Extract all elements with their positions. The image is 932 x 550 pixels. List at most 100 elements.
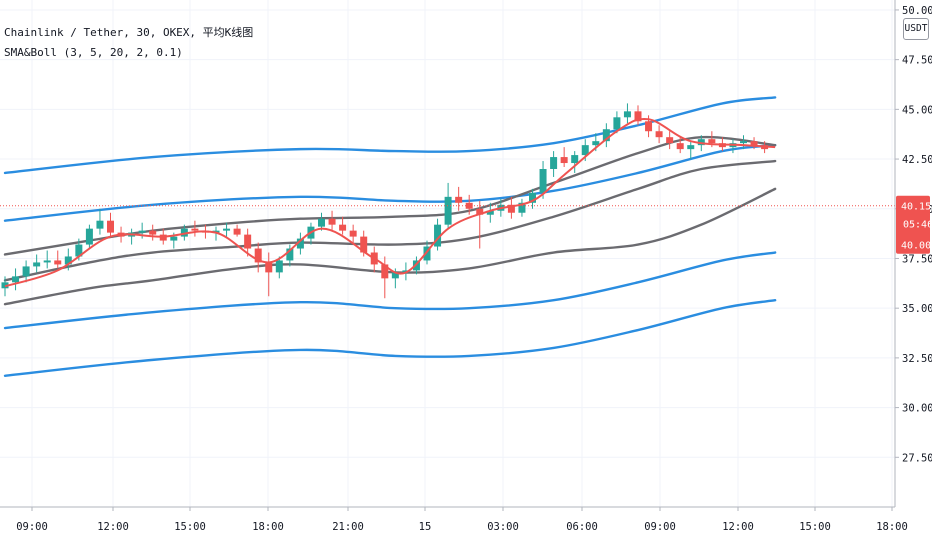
time-tick-label: 15:00 <box>174 521 206 533</box>
price-tick-label: 27.500 <box>902 452 932 464</box>
candle[interactable] <box>54 250 62 269</box>
candle[interactable] <box>96 208 104 235</box>
candle-body <box>33 262 41 267</box>
candle-body <box>223 228 231 231</box>
candle-body <box>381 264 389 279</box>
candle-body <box>507 204 515 213</box>
candle-body <box>486 210 494 215</box>
candle[interactable] <box>550 151 558 177</box>
candle-body <box>666 137 674 144</box>
time-tick-label: 15 <box>419 521 432 533</box>
last-price-tag: 40.154 05:46 40.002 <box>896 195 932 254</box>
candle-body <box>645 121 653 132</box>
candle[interactable] <box>529 188 536 209</box>
candle[interactable] <box>265 252 273 297</box>
candle-body <box>180 228 188 237</box>
candle[interactable] <box>666 131 674 150</box>
indicator-legend[interactable]: SMA&Boll (3, 5, 20, 2, 0.1) <box>4 46 183 59</box>
candle[interactable] <box>444 182 452 229</box>
candle-body <box>750 141 758 146</box>
candle[interactable] <box>85 224 93 249</box>
candle-body <box>349 230 357 237</box>
candle[interactable] <box>571 151 579 173</box>
candle-body <box>85 228 93 245</box>
candle-body <box>360 236 368 253</box>
candle[interactable] <box>687 141 695 160</box>
boll-outer-upper-line <box>3 96 777 175</box>
symbol-legend: Chainlink / Tether, 30, OKEX, 平均K线图 <box>4 26 254 39</box>
candle-body <box>64 256 72 265</box>
sma-line <box>4 117 776 288</box>
currency-badge[interactable]: USDT <box>903 18 929 40</box>
time-tick-label: 12:00 <box>722 521 754 533</box>
candle-body <box>560 157 568 164</box>
price-tick-label: 32.500 <box>902 353 932 365</box>
candle[interactable] <box>676 137 684 154</box>
candle[interactable] <box>476 200 484 249</box>
candle[interactable] <box>539 161 547 199</box>
candle-body <box>191 228 199 231</box>
candle[interactable] <box>613 111 621 134</box>
candle[interactable] <box>12 268 20 291</box>
candle[interactable] <box>180 224 188 241</box>
time-tick-label: 18:00 <box>252 521 284 533</box>
candle[interactable] <box>602 123 610 148</box>
candle[interactable] <box>750 137 758 150</box>
candle[interactable] <box>149 224 157 241</box>
candle[interactable] <box>507 196 515 219</box>
candle-body <box>550 157 558 169</box>
candle[interactable] <box>455 186 463 211</box>
candle-body <box>107 220 114 233</box>
candle[interactable] <box>349 224 357 243</box>
candle-body <box>571 155 579 164</box>
candle[interactable] <box>518 198 526 217</box>
candle[interactable] <box>191 220 199 237</box>
candle[interactable] <box>486 202 494 223</box>
candle[interactable] <box>286 244 294 267</box>
price-tick-label: 47.500 <box>902 55 932 67</box>
candle[interactable] <box>107 212 114 237</box>
candle-body <box>592 141 600 146</box>
candle-body <box>328 218 336 225</box>
candle-body <box>254 248 262 263</box>
candle[interactable] <box>655 125 663 144</box>
candle[interactable] <box>244 228 252 257</box>
candle[interactable] <box>128 228 136 245</box>
price-tag-bg <box>896 195 930 254</box>
candle[interactable] <box>328 210 336 231</box>
candle[interactable] <box>623 103 631 124</box>
candle[interactable] <box>254 242 262 273</box>
candle[interactable] <box>223 222 231 237</box>
candle-body <box>286 248 294 261</box>
candle[interactable] <box>22 260 30 283</box>
candle[interactable] <box>339 216 347 235</box>
candle-body <box>75 244 83 257</box>
candle-body <box>12 276 20 283</box>
candle-body <box>602 129 610 142</box>
candle[interactable] <box>740 135 747 150</box>
candle[interactable] <box>634 105 642 126</box>
candle[interactable] <box>465 194 473 215</box>
candle-body <box>740 141 747 144</box>
candle-body <box>655 131 663 138</box>
candle[interactable] <box>560 147 568 168</box>
candle[interactable] <box>434 218 442 251</box>
candle[interactable] <box>296 232 304 255</box>
candle[interactable] <box>64 248 72 271</box>
price-tag-alt: 40.002 <box>901 241 932 252</box>
candle-body <box>687 145 695 150</box>
price-tick-label: 42.500 <box>902 154 932 166</box>
candle[interactable] <box>233 224 241 237</box>
candle-body <box>444 196 452 225</box>
candle[interactable] <box>33 254 41 273</box>
candle[interactable] <box>43 250 51 269</box>
time-tick-label: 12:00 <box>97 521 129 533</box>
candle-body <box>455 196 463 203</box>
time-tick-label: 09:00 <box>644 521 676 533</box>
price-tag-price: 40.154 <box>901 202 932 213</box>
candle[interactable] <box>381 256 389 299</box>
candle-body <box>634 111 642 122</box>
candle[interactable] <box>729 139 737 154</box>
candle[interactable] <box>275 256 283 279</box>
